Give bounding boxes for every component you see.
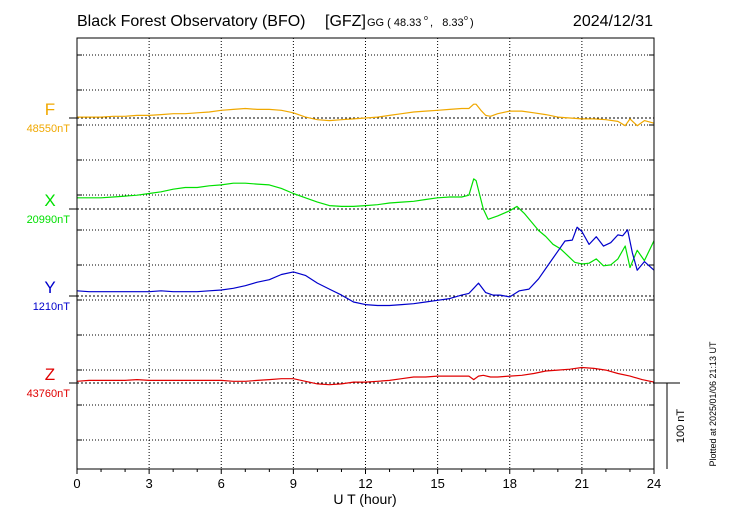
- plotted-note: Plotted at 2025/01/06 21:13 UT: [708, 341, 718, 467]
- x-tick-label-15: 15: [430, 476, 444, 491]
- series-lines: [76, 103, 655, 386]
- coordinates-label: GG ( 48.33 o , 8.33 o ): [367, 15, 474, 29]
- x-tick-label-21: 21: [575, 476, 589, 491]
- grid-lines: [77, 38, 654, 469]
- degree-mark-2: o: [464, 15, 468, 22]
- series-line-z: [76, 366, 655, 386]
- series-line-y: [76, 226, 655, 307]
- x-tick-label-9: 9: [290, 476, 297, 491]
- x-tick-label-24: 24: [647, 476, 661, 491]
- date-label: 2024/12/31: [573, 13, 653, 30]
- x-axis-label: U T (hour): [333, 491, 396, 507]
- chart-title: Black Forest Observatory (BFO): [77, 13, 306, 30]
- coords-prefix: GG ( 48.33: [367, 17, 421, 29]
- series-baseline-label-y: 1210nT: [33, 301, 71, 313]
- coords-mid: , 8.33: [430, 17, 464, 29]
- series-baseline-label-z: 43760nT: [27, 388, 71, 400]
- series-line-f: [77, 103, 655, 127]
- series-name-f: F: [45, 100, 55, 119]
- series-baseline-label-x: 20990nT: [27, 214, 71, 226]
- baselines: [69, 117, 654, 384]
- agency-label: [GFZ]: [325, 13, 366, 30]
- x-tick-label-0: 0: [73, 476, 80, 491]
- series-name-y: Y: [44, 278, 55, 297]
- series-baseline-label-f: 48550nT: [27, 123, 71, 135]
- series-labels: F 48550nT X 20990nT Y 1210nT Z 43760nT: [27, 100, 71, 400]
- scale-bar-label: 100 nT: [675, 409, 687, 444]
- x-ticks: 0 3 6 9 12 15 18 21 24: [73, 469, 661, 491]
- x-tick-label-3: 3: [146, 476, 153, 491]
- degree-mark-1: o: [424, 15, 428, 22]
- series-line-x: [77, 178, 655, 269]
- coords-suffix: ): [470, 17, 474, 29]
- series-name-z: Z: [45, 365, 55, 384]
- series-name-x: X: [44, 191, 55, 210]
- x-tick-label-6: 6: [218, 476, 225, 491]
- x-tick-label-12: 12: [358, 476, 372, 491]
- scale-bar: 100 nT: [654, 382, 687, 469]
- x-tick-label-18: 18: [503, 476, 517, 491]
